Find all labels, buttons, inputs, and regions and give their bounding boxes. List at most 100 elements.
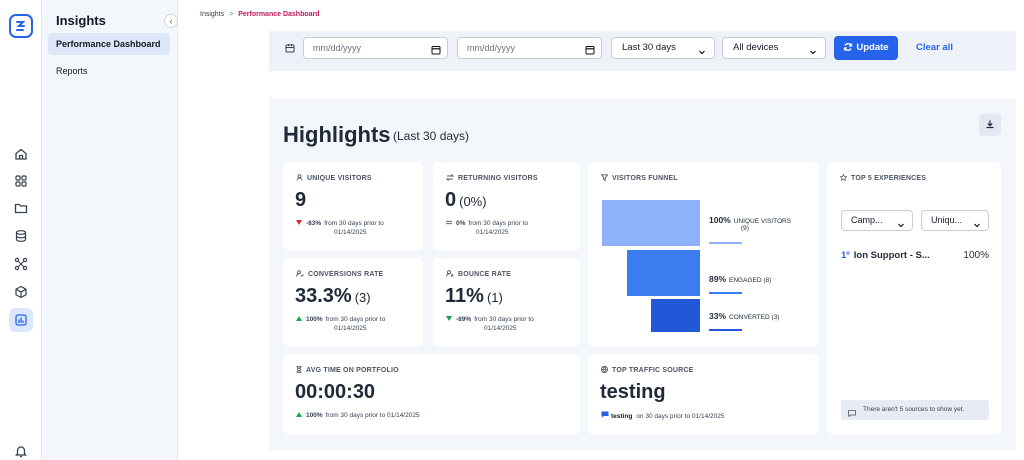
conversions-rate-label: CONVERSIONS RATE bbox=[296, 270, 383, 279]
arrow-up-icon bbox=[296, 315, 306, 324]
returning-visitors-card: RETURNING VISITORS 0 (0%) 0% from 30 days … bbox=[433, 162, 580, 250]
update-label: Update bbox=[856, 42, 889, 53]
breadcrumb-parent[interactable]: Insights bbox=[200, 11, 225, 18]
conversions-rate-card: CONVERSIONS RATE 33.3% (3) 100% from 30 da… bbox=[283, 258, 423, 346]
metric-select[interactable]: Uniqu... bbox=[921, 210, 989, 231]
avg-time-label: AVG TIME ON PORTFOLIO bbox=[296, 366, 399, 375]
chevron-down-icon bbox=[897, 217, 905, 236]
calendar-filter-icon bbox=[285, 41, 296, 59]
unique-visitors-value: 9 bbox=[295, 189, 307, 211]
date-range-select[interactable]: Last 30 days bbox=[611, 37, 715, 59]
date-range-value: Last 30 days bbox=[622, 42, 676, 53]
database-icon[interactable] bbox=[9, 224, 33, 248]
devices-value: All devices bbox=[733, 42, 779, 53]
cube-icon[interactable] bbox=[9, 280, 33, 304]
returning-visitors-label: RETURNING VISITORS bbox=[445, 174, 538, 183]
filter-bar: mm/dd/yyyy mm/dd/yyyy Last 30 days All d… bbox=[269, 31, 1016, 71]
calendar-icon[interactable] bbox=[585, 42, 595, 60]
funnel-bar-engaged bbox=[627, 250, 700, 296]
sidebar-title: Insights bbox=[56, 13, 106, 28]
bounce-rate-value: 11% (1) bbox=[445, 285, 503, 307]
experience-name: Ion Support - S... bbox=[853, 250, 930, 261]
campaign-select[interactable]: Camp... bbox=[841, 210, 913, 231]
insights-sidebar: Insights ‹ Performance Dashboard Reports bbox=[42, 0, 178, 460]
arrow-down-icon bbox=[296, 219, 306, 228]
equals-icon bbox=[446, 219, 456, 228]
chevron-left-icon[interactable]: ‹ bbox=[164, 14, 178, 28]
bounce-rate-delta: -89% from 30 days prior to 01/14/2025 bbox=[446, 315, 534, 333]
funnel-label-converted: 33% CONVERTED (3) bbox=[709, 311, 780, 321]
conversions-rate-value: 33.3% (3) bbox=[295, 285, 371, 307]
campaign-select-value: Camp... bbox=[851, 215, 883, 225]
hourglass-icon bbox=[296, 366, 302, 375]
folder-icon[interactable] bbox=[9, 196, 33, 220]
top-traffic-source-value: testing bbox=[600, 381, 666, 403]
share-nodes-icon[interactable] bbox=[9, 252, 33, 276]
funnel-bar-unique-visitors bbox=[602, 200, 700, 246]
metric-select-value: Uniqu... bbox=[931, 215, 963, 225]
chevron-down-icon bbox=[698, 44, 706, 64]
user-icon bbox=[296, 174, 303, 183]
start-date-input[interactable]: mm/dd/yyyy bbox=[303, 37, 448, 59]
user-x-icon bbox=[446, 270, 454, 279]
refresh-icon bbox=[843, 38, 853, 62]
highlights-panel: Highlights (Last 30 days) UNIQUE VISITOR… bbox=[269, 98, 1016, 450]
visitors-funnel-card: VISITORS FUNNEL 100% UNIQUE VISITORS (9) 8… bbox=[588, 162, 819, 346]
breadcrumb-separator: > bbox=[229, 11, 234, 18]
swap-icon bbox=[445, 174, 455, 183]
download-button[interactable] bbox=[979, 114, 1001, 136]
top-traffic-source-card: TOP TRAFFIC SOURCE testing testing on 30 … bbox=[588, 354, 819, 434]
returning-visitors-value: 0 (0%) bbox=[445, 189, 487, 211]
funnel-label-engaged: 89% ENGAGED (8) bbox=[709, 274, 772, 284]
top-5-experiences-card: TOP 5 EXPERIENCES Camp... Uniqu... 1º Ion… bbox=[827, 162, 1001, 434]
chevron-down-icon bbox=[809, 44, 817, 64]
conversions-rate-delta: 100% from 30 days prior to 01/14/2025 bbox=[296, 315, 385, 333]
highlights-title: Highlights bbox=[283, 122, 391, 147]
unique-visitors-card: UNIQUE VISITORS 9 -83% from 30 days prior… bbox=[283, 162, 423, 250]
grid-icon[interactable] bbox=[9, 169, 33, 193]
home-icon[interactable] bbox=[9, 142, 33, 166]
globe-icon bbox=[601, 366, 608, 375]
download-icon bbox=[985, 116, 995, 134]
avg-time-card: AVG TIME ON PORTFOLIO 00:00:30 100% from … bbox=[283, 354, 580, 434]
sidebar-item-reports[interactable]: Reports bbox=[56, 66, 88, 76]
experience-rank: 1º bbox=[841, 250, 850, 261]
sidebar-item-performance-dashboard[interactable]: Performance Dashboard bbox=[48, 33, 170, 55]
returning-visitors-delta: 0% from 30 days prior to 01/14/2025 bbox=[446, 219, 528, 237]
experience-row[interactable]: 1º Ion Support - S... 100% bbox=[841, 250, 989, 261]
clear-all-link[interactable]: Clear all bbox=[916, 42, 953, 53]
top-5-experiences-label: TOP 5 EXPERIENCES bbox=[839, 173, 926, 183]
chat-icon bbox=[601, 411, 609, 420]
app-logo-icon[interactable] bbox=[9, 14, 33, 38]
calendar-icon[interactable] bbox=[431, 42, 441, 60]
funnel-underline-engaged bbox=[709, 292, 742, 294]
icon-rail bbox=[0, 0, 42, 460]
empty-sources-notice: There aren't 5 sources to show yet. bbox=[841, 400, 989, 420]
breadcrumb: Insights > Performance Dashboard bbox=[200, 11, 320, 18]
end-date-input[interactable]: mm/dd/yyyy bbox=[457, 37, 602, 59]
bell-icon[interactable] bbox=[9, 439, 33, 460]
highlights-subtitle: (Last 30 days) bbox=[393, 129, 470, 143]
bounce-rate-label: BOUNCE RATE bbox=[446, 270, 511, 279]
update-button[interactable]: Update bbox=[834, 36, 898, 60]
arrow-down-icon bbox=[446, 315, 456, 324]
unique-visitors-delta: -83% from 30 days prior to 01/14/2025 bbox=[296, 219, 384, 237]
experience-percent: 100% bbox=[963, 250, 989, 261]
avg-time-value: 00:00:30 bbox=[295, 381, 376, 403]
devices-select[interactable]: All devices bbox=[722, 37, 826, 59]
avg-time-delta: 100% from 30 days prior to 01/14/2025 bbox=[296, 411, 420, 420]
top-traffic-source-label: TOP TRAFFIC SOURCE bbox=[601, 366, 694, 375]
chevron-down-icon bbox=[973, 217, 981, 236]
user-check-icon bbox=[296, 270, 304, 279]
bounce-rate-card: BOUNCE RATE 11% (1) -89% from 30 days prio… bbox=[433, 258, 580, 346]
chart-icon[interactable] bbox=[9, 308, 33, 332]
top-traffic-source-detail: testing on 30 days prior to 01/14/2025 bbox=[601, 411, 725, 420]
star-icon bbox=[839, 173, 848, 183]
visitors-funnel-label: VISITORS FUNNEL bbox=[600, 174, 678, 183]
breadcrumb-current: Performance Dashboard bbox=[238, 11, 320, 18]
funnel-underline-unique-visitors bbox=[709, 242, 742, 244]
comment-icon bbox=[848, 406, 856, 426]
funnel-icon bbox=[600, 174, 609, 183]
arrow-up-icon bbox=[296, 411, 306, 420]
unique-visitors-label: UNIQUE VISITORS bbox=[296, 174, 372, 183]
